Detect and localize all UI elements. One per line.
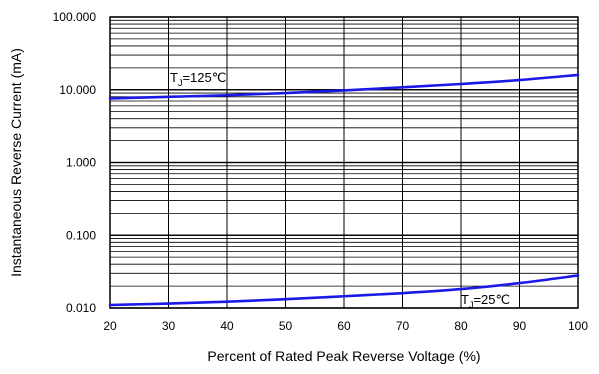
y-tick-label: 1.000 xyxy=(66,156,96,170)
series-label-main: T xyxy=(170,70,178,85)
y-tick-label: 0.010 xyxy=(66,301,96,315)
grid xyxy=(109,16,579,309)
x-tick-label: 20 xyxy=(103,319,117,333)
series-label-main: T xyxy=(461,292,469,307)
y-tick-labels: 0.010 0.100 1.000 10.000 100.000 xyxy=(53,10,97,315)
x-tick-labels: 20 30 40 50 60 70 80 90 100 xyxy=(103,319,588,333)
series-label-rest: =125℃ xyxy=(182,70,226,85)
series-line-0 xyxy=(108,73,580,100)
plot-frame xyxy=(109,16,579,309)
series-label-1: TJ=25℃ xyxy=(461,292,510,310)
y-tick-label: 100.000 xyxy=(53,10,97,24)
series-label-sub: J xyxy=(469,300,474,310)
series-label-0: TJ=125℃ xyxy=(170,70,226,88)
x-tick-label: 90 xyxy=(513,319,527,333)
x-tick-label: 60 xyxy=(337,319,351,333)
y-tick-label: 10.000 xyxy=(59,83,96,97)
x-tick-label: 40 xyxy=(220,319,234,333)
y-tick-label: 0.100 xyxy=(66,228,96,242)
x-tick-label: 30 xyxy=(162,319,176,333)
x-axis-label: Percent of Rated Peak Reverse Voltage (%… xyxy=(207,348,480,364)
x-tick-label: 70 xyxy=(396,319,410,333)
x-tick-label: 100 xyxy=(568,319,588,333)
x-tick-label: 50 xyxy=(279,319,293,333)
series-layer: TJ=125℃TJ=25℃ xyxy=(108,70,580,310)
y-axis-label: Instantaneous Reverse Current (mA) xyxy=(8,48,24,277)
series-label-sub: J xyxy=(178,78,183,88)
x-tick-label: 80 xyxy=(454,319,468,333)
series-label-rest: =25℃ xyxy=(473,292,510,307)
series-line-1 xyxy=(108,274,580,307)
